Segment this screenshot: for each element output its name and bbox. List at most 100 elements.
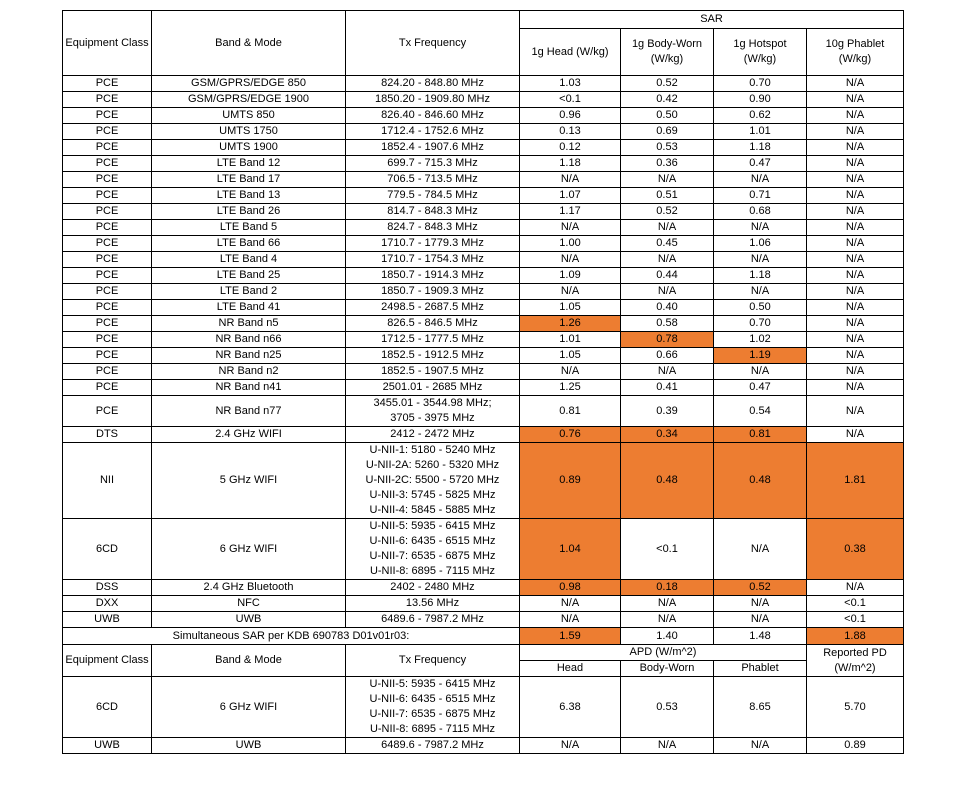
value-cell: N/A bbox=[519, 737, 621, 754]
band-mode-cell: LTE Band 2 bbox=[151, 283, 346, 300]
value-cell: <0.1 bbox=[620, 518, 714, 580]
band-mode-cell: UMTS 850 bbox=[151, 107, 346, 124]
value-cell: 1.17 bbox=[519, 203, 621, 220]
tx-frequency-cell: 1712.5 - 1777.5 MHz bbox=[345, 331, 520, 348]
table-row: UWB UWB 6489.6 - 7987.2 MHz N/A N/A N/A <0.1 bbox=[62, 611, 904, 628]
tx-frequency-line: 1852.4 - 1907.6 MHz bbox=[381, 141, 484, 153]
tx-frequency-cell: 2501.01 - 2685 MHz bbox=[345, 379, 520, 396]
band-mode-cell: 6 GHz WIFI bbox=[151, 518, 346, 580]
apd-table-header: Equipment Class Band & Mode Tx Frequency… bbox=[62, 644, 904, 677]
tx-frequency-line: 824.20 - 848.80 MHz bbox=[381, 77, 484, 89]
table-row: PCE LTE Band 66 1710.7 - 1779.3 MHz 1.00 0.4… bbox=[62, 235, 904, 252]
value-cell: N/A bbox=[806, 123, 904, 140]
col-header-equipment-class: Equipment Class bbox=[62, 10, 152, 76]
value-cell: N/A bbox=[806, 75, 904, 92]
equipment-class-cell: PCE bbox=[62, 203, 152, 220]
equipment-class-cell: PCE bbox=[62, 123, 152, 140]
tx-frequency-cell: 2402 - 2480 MHz bbox=[345, 579, 520, 596]
tx-frequency-cell: 2498.5 - 2687.5 MHz bbox=[345, 299, 520, 316]
col-header-reported-pd: Reported PD (W/m^2) bbox=[806, 644, 904, 677]
value-cell: 0.54 bbox=[713, 395, 807, 427]
equipment-class-cell: PCE bbox=[62, 347, 152, 364]
value-cell: N/A bbox=[806, 315, 904, 332]
tx-frequency-cell: 699.7 - 715.3 MHz bbox=[345, 155, 520, 172]
equipment-class-cell: PCE bbox=[62, 187, 152, 204]
equipment-class-cell: DSS bbox=[62, 579, 152, 596]
equipment-class-cell: UWB bbox=[62, 737, 152, 754]
band-mode-cell: LTE Band 12 bbox=[151, 155, 346, 172]
value-cell: N/A bbox=[713, 171, 807, 188]
value-cell: 1.09 bbox=[519, 267, 621, 284]
value-cell: 0.98 bbox=[519, 579, 621, 596]
value-cell: N/A bbox=[713, 611, 807, 628]
tx-frequency-cell: 814.7 - 848.3 MHz bbox=[345, 203, 520, 220]
sar-table-body: PCE GSM/GPRS/EDGE 850 824.20 - 848.80 MHz 1… bbox=[62, 75, 904, 628]
band-mode-cell: LTE Band 66 bbox=[151, 235, 346, 252]
value-cell: 0.69 bbox=[620, 123, 714, 140]
table-row: DXX NFC 13.56 MHz N/A N/A N/A <0.1 bbox=[62, 595, 904, 612]
tx-frequency-cell: 826.5 - 846.5 MHz bbox=[345, 315, 520, 332]
value-cell: 0.78 bbox=[620, 331, 714, 348]
table-row: 6CD 6 GHz WIFI U-NII-5: 5935 - 6415 MHz U-N… bbox=[62, 676, 904, 738]
tx-frequency-line: 814.7 - 848.3 MHz bbox=[387, 205, 478, 217]
tx-frequency-cell: 2412 - 2472 MHz bbox=[345, 426, 520, 443]
equipment-class-cell: PCE bbox=[62, 75, 152, 92]
value-cell: 0.70 bbox=[713, 315, 807, 332]
equipment-class-cell: PCE bbox=[62, 139, 152, 156]
band-mode-cell: NR Band n41 bbox=[151, 379, 346, 396]
simultaneous-sar-row: Simultaneous SAR per KDB 690783 D01v01r0… bbox=[62, 627, 904, 645]
value-cell: 0.38 bbox=[806, 518, 904, 580]
band-mode-cell: NR Band n25 bbox=[151, 347, 346, 364]
value-cell: N/A bbox=[806, 579, 904, 596]
table-row: PCE LTE Band 4 1710.7 - 1754.3 MHz N/A N/A N/… bbox=[62, 251, 904, 268]
col-header-equipment-class-2: Equipment Class bbox=[62, 644, 152, 677]
table-row: PCE LTE Band 13 779.5 - 784.5 MHz 1.07 0.51 0… bbox=[62, 187, 904, 204]
value-cell: N/A bbox=[806, 395, 904, 427]
value-cell: N/A bbox=[519, 283, 621, 300]
value-cell: 0.89 bbox=[806, 737, 904, 754]
equipment-class-cell: DTS bbox=[62, 426, 152, 443]
value-cell: 0.70 bbox=[713, 75, 807, 92]
tx-frequency-line: U-NII-1: 5180 - 5240 MHz bbox=[369, 444, 496, 456]
value-cell: N/A bbox=[713, 595, 807, 612]
tx-frequency-line: U-NII-5: 5935 - 6415 MHz bbox=[369, 520, 496, 532]
value-cell: 5.70 bbox=[806, 676, 904, 738]
value-cell: 1.25 bbox=[519, 379, 621, 396]
equipment-class-cell: 6CD bbox=[62, 518, 152, 580]
tx-frequency-line: U-NII-8: 6895 - 7115 MHz bbox=[369, 723, 496, 735]
value-cell: N/A bbox=[806, 283, 904, 300]
col-header-band-mode: Band & Mode bbox=[151, 10, 346, 76]
value-cell: N/A bbox=[519, 171, 621, 188]
value-cell: N/A bbox=[806, 331, 904, 348]
tx-frequency-cell: 706.5 - 713.5 MHz bbox=[345, 171, 520, 188]
value-cell: 1.07 bbox=[519, 187, 621, 204]
table-row: PCE LTE Band 41 2498.5 - 2687.5 MHz 1.05 0.4… bbox=[62, 299, 904, 316]
band-mode-cell: NR Band n2 bbox=[151, 363, 346, 380]
equipment-class-cell: PCE bbox=[62, 251, 152, 268]
value-cell: 8.65 bbox=[713, 676, 807, 738]
value-cell: 0.90 bbox=[713, 91, 807, 108]
value-cell: 1.19 bbox=[713, 347, 807, 364]
tx-frequency-cell: 1850.7 - 1909.3 MHz bbox=[345, 283, 520, 300]
value-cell: 1.59 bbox=[519, 627, 621, 645]
band-mode-cell: NR Band n5 bbox=[151, 315, 346, 332]
value-cell: 0.81 bbox=[713, 426, 807, 443]
value-cell: 0.51 bbox=[620, 187, 714, 204]
tx-frequency-line: U-NII-6: 6435 - 6515 MHz bbox=[369, 693, 496, 705]
table-row: PCE LTE Band 17 706.5 - 713.5 MHz N/A N/A N/A… bbox=[62, 171, 904, 188]
value-cell: N/A bbox=[519, 219, 621, 236]
table-row: PCE LTE Band 12 699.7 - 715.3 MHz 1.18 0.36 0… bbox=[62, 155, 904, 172]
value-cell: N/A bbox=[806, 171, 904, 188]
value-cell: 1.18 bbox=[519, 155, 621, 172]
col-header-apd-body-worn: Body-Worn bbox=[620, 660, 714, 677]
value-cell: 0.81 bbox=[519, 395, 621, 427]
col-header-sar-group: SAR bbox=[519, 10, 904, 29]
tx-frequency-cell: 13.56 MHz bbox=[345, 595, 520, 612]
tx-frequency-line: 1852.5 - 1912.5 MHz bbox=[381, 349, 484, 361]
tx-frequency-line: U-NII-2A: 5260 - 5320 MHz bbox=[365, 459, 500, 471]
value-cell: 1.40 bbox=[620, 627, 714, 645]
tx-frequency-line: 1850.7 - 1909.3 MHz bbox=[381, 285, 484, 297]
sar-header-row-1: Equipment Class Band & Mode Tx Frequency… bbox=[62, 10, 904, 76]
value-cell: N/A bbox=[620, 737, 714, 754]
